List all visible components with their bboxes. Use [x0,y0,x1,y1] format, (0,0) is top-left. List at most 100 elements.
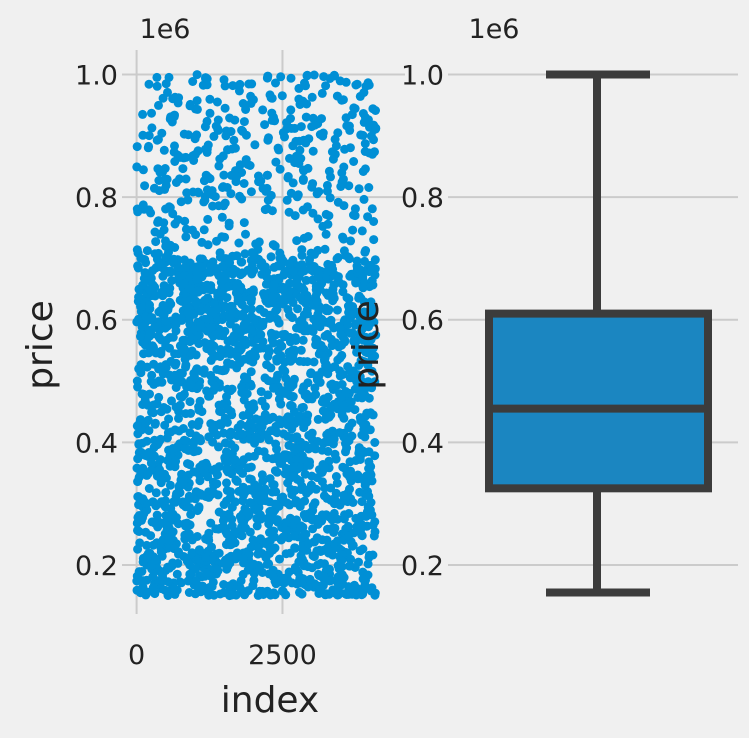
scatter-point [160,175,170,185]
scatter-point [246,367,256,377]
scatter-point [154,364,164,374]
scatter-point [364,308,374,318]
scatter-point [275,253,285,263]
scatter-point [215,352,225,361]
scatter-point [272,467,282,477]
scatter-point [187,346,197,356]
scatter-point [215,419,225,429]
scatter-point [229,135,239,145]
scatter-point [356,375,366,385]
scatter-point [256,514,266,524]
scatter-point [181,232,191,242]
scatter-point [234,238,244,248]
scatter-point [253,244,263,254]
scatter-point [326,172,335,182]
scatter-point [320,244,330,254]
scatter-point [309,70,319,80]
scatter-point [138,165,148,175]
scatter-point [335,500,345,510]
scatter-point [347,328,357,338]
scatter-point [268,292,278,302]
scatter-point [168,332,178,342]
scatter-point [261,279,271,289]
scatter-point [210,464,220,474]
scatter-point [360,112,370,122]
scatter-point [133,492,143,502]
scatter-point [237,382,247,392]
scatter-point [362,507,372,517]
scatter-point [217,287,227,297]
scatter-point [316,547,326,556]
scatter-point [278,532,288,542]
scatter-point [189,467,199,477]
scatter-point [328,154,338,164]
scatter-point [213,304,222,314]
scatter-point [263,135,273,145]
scatter-point [358,130,368,140]
scatter-point [352,256,362,266]
scatter-point [254,237,264,247]
scatter-point [371,106,380,115]
scatter-point [329,434,339,444]
scatter-point [225,312,235,322]
scatter-point [221,131,231,141]
scatter-point [267,206,277,216]
scatter-point [359,427,369,437]
scatter-point [168,444,178,453]
scatter-point [134,472,144,482]
scatter-point [204,528,214,538]
scatter-point [150,291,160,301]
scatter-point [367,149,377,159]
scatter-point [168,558,178,568]
scatter-y-tick-label: 0.8 [75,183,118,214]
scatter-point [232,171,242,181]
scatter-point [271,439,281,449]
scatter-point [141,451,151,461]
scatter-point [132,142,142,152]
scatter-point [227,469,237,479]
scatter-point [201,552,211,562]
scatter-point [349,335,359,345]
scatter-point [276,72,286,82]
box-y-axis-label: price [346,300,387,390]
scatter-point [188,77,198,86]
scatter-point [245,161,255,170]
scatter-point [323,369,333,379]
scatter-point [349,580,359,590]
scatter-point [273,452,282,462]
box-y-tick-label: 0.8 [401,183,444,214]
scatter-point [145,300,154,310]
scatter-point [262,559,272,569]
scatter-point [246,187,256,197]
scatter-point [267,487,277,497]
scatter-point [286,484,296,494]
scatter-point [241,523,250,533]
scatter-point [247,304,256,314]
scatter-point [245,418,255,428]
scatter-point [186,284,196,294]
scatter-point [149,342,158,352]
scatter-point [139,349,148,359]
scatter-point [324,211,334,221]
scatter-point [156,547,166,557]
scatter-point [360,256,370,266]
scatter-point [350,384,360,394]
scatter-point [154,258,164,268]
scatter-point [345,125,355,135]
scatter-point [253,483,263,492]
scatter-point [235,160,245,170]
scatter-point [366,409,376,419]
scatter-point [263,376,273,386]
scatter-point [312,321,322,330]
scatter-point [304,539,314,549]
scatter-point [302,417,312,427]
scatter-point [335,76,345,86]
scatter-point [141,276,151,286]
scatter-point [361,81,371,91]
scatter-point [263,170,272,180]
scatter-point [345,472,355,482]
scatter-point [158,518,167,528]
scatter-point [185,560,195,570]
scatter-point [249,265,259,275]
